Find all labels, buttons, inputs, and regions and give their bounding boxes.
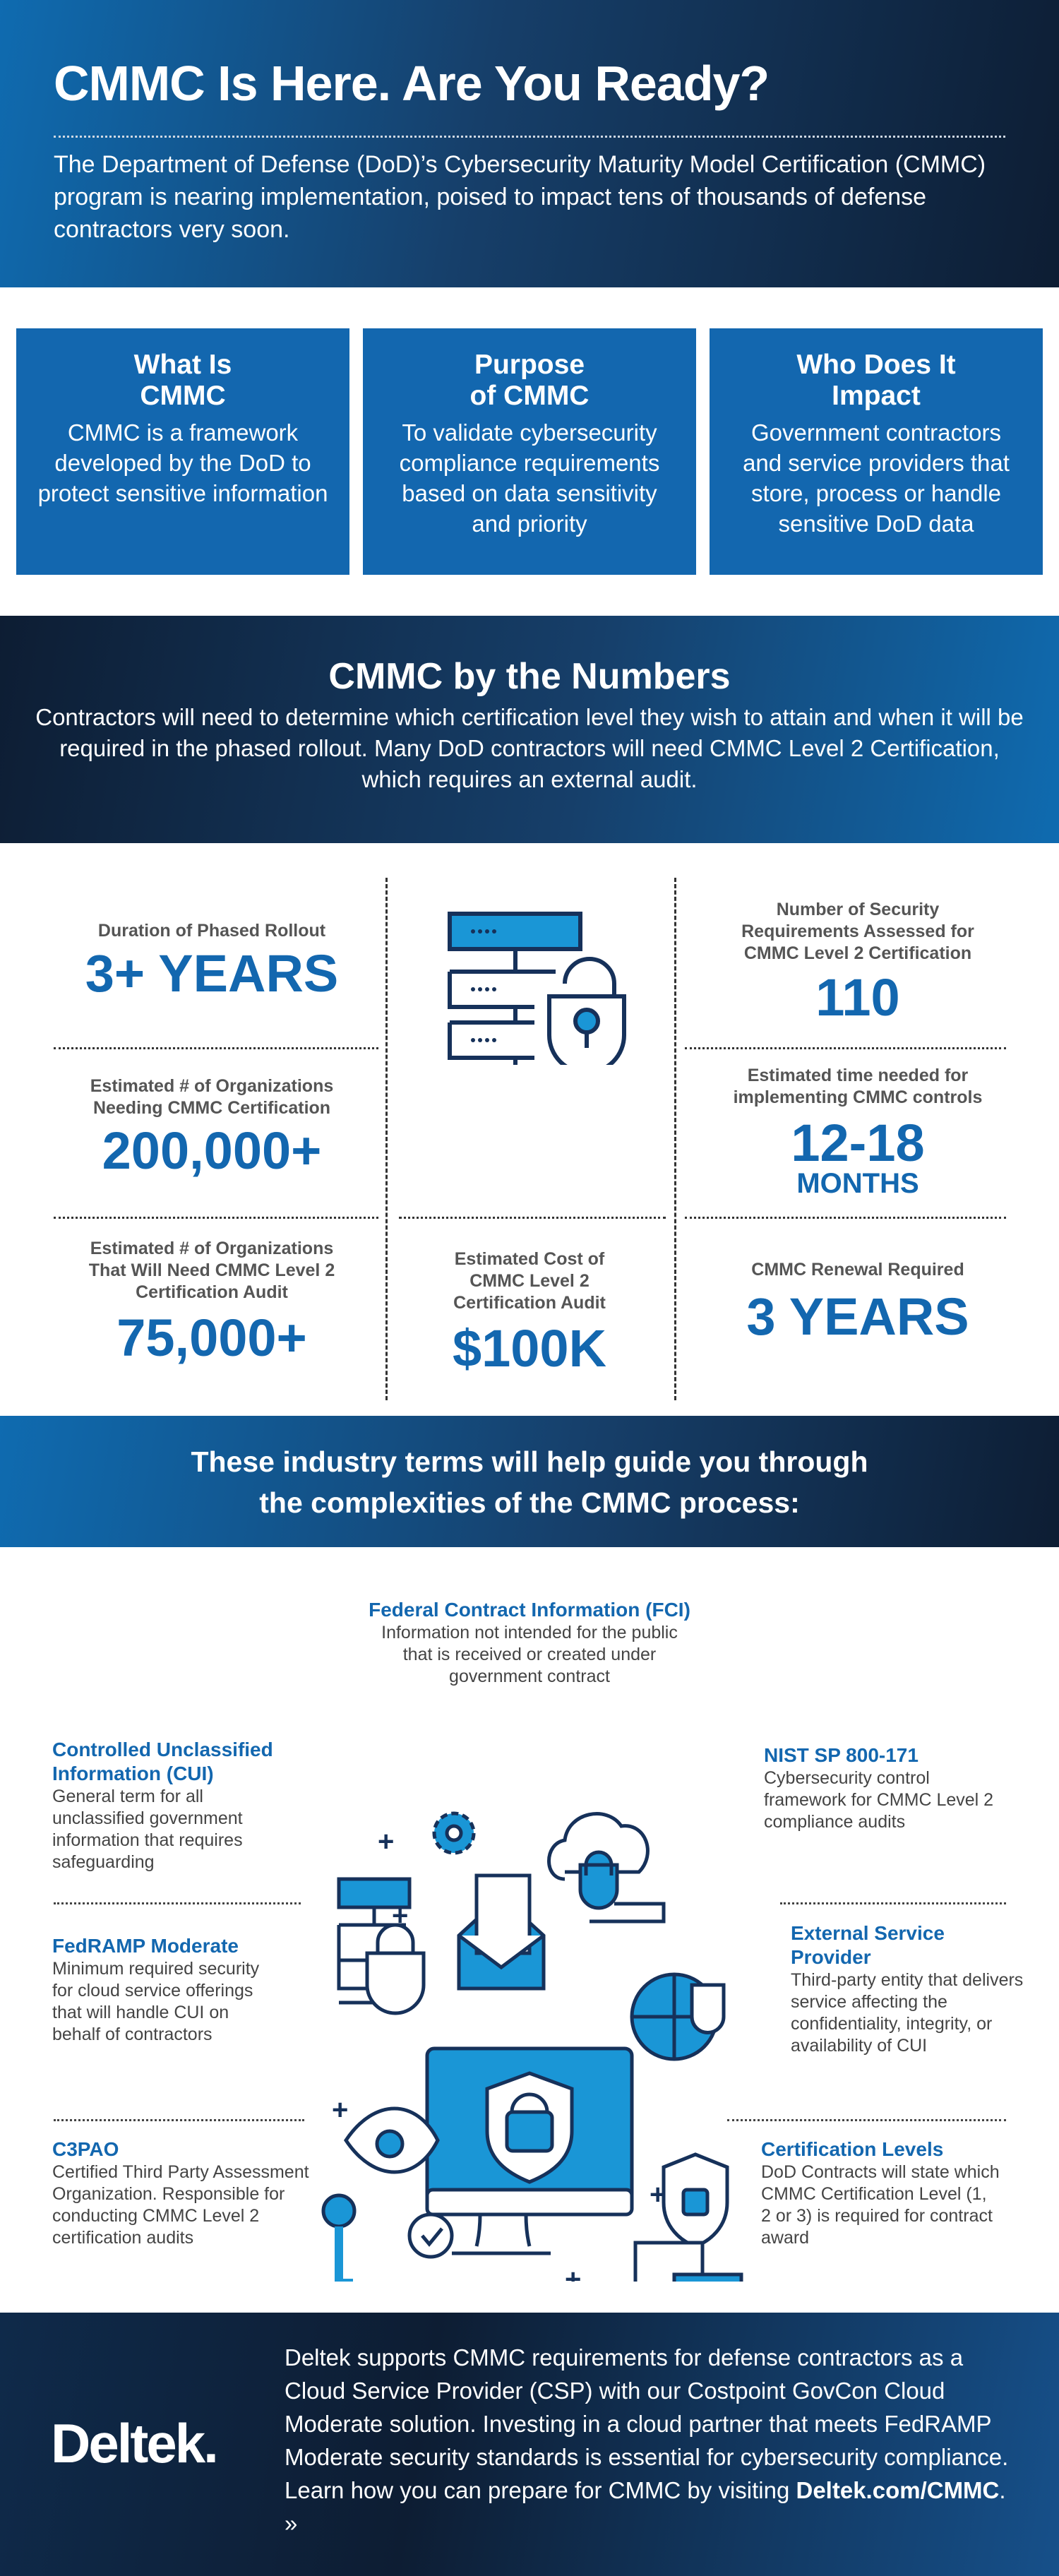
- svg-text:+: +: [392, 1900, 408, 1931]
- term-text: Information not intended for the public …: [381, 1623, 678, 1686]
- divider: [54, 1217, 378, 1219]
- numbers-title: CMMC by the Numbers: [328, 656, 731, 697]
- cmmc-link[interactable]: Deltek.com/CMMC: [796, 2477, 1000, 2503]
- divider: [54, 2119, 304, 2121]
- term-text: Minimum required security for cloud serv…: [52, 1959, 260, 2044]
- divider: [685, 1217, 1006, 1219]
- term-text: Certified Third Party Assessment Organiz…: [52, 2162, 309, 2248]
- divider: [54, 1047, 378, 1049]
- stat-renewal: CMMC Renewal Required 3 YEARS: [702, 1259, 1013, 1343]
- terms-intro: These industry terms will help guide you…: [191, 1445, 868, 1519]
- stat-label: Estimated # of Organizations Needing CMM…: [90, 1076, 334, 1118]
- stats-grid: Duration of Phased Rollout 3+ YEARS Estim…: [0, 842, 1059, 1414]
- stat-audit-cost: Estimated Cost of CMMC Level 2 Certifica…: [374, 1248, 685, 1375]
- stat-value: 3 YEARS: [746, 1287, 969, 1346]
- svg-text:+: +: [378, 1826, 394, 1857]
- term-title: C3PAO: [52, 2138, 119, 2160]
- numbers-intro: Contractors will need to determine which…: [35, 704, 1024, 792]
- card-text: Government contractors and service provi…: [743, 419, 1010, 537]
- term-nist: NIST SP 800-171 Cybersecurity control fra…: [764, 1743, 1004, 1833]
- hero-section: CMMC Is Here. Are You Ready? The Departm…: [0, 0, 1059, 287]
- term-cui: Controlled Unclassified Information (CUI…: [52, 1738, 292, 1873]
- stat-label: Estimated Cost of CMMC Level 2 Certifica…: [453, 1249, 606, 1313]
- divider: [685, 1047, 1006, 1049]
- term-title: Certification Levels: [761, 2138, 944, 2160]
- svg-text:+: +: [565, 2264, 581, 2282]
- security-illustration-icon: + + + + +: [321, 1811, 743, 2282]
- svg-text:+: +: [332, 2094, 348, 2125]
- hero-intro: The Department of Defense (DoD)’s Cybers…: [54, 151, 986, 243]
- divider: [54, 136, 1005, 138]
- stat-value: $100K: [452, 1319, 607, 1378]
- svg-text:+: +: [650, 2179, 666, 2210]
- stat-label: Number of Security Requirements Assessed…: [741, 900, 974, 963]
- footer-body: Deltek supports CMMC requirements for de…: [285, 2344, 1009, 2503]
- card-title: What Is CMMC: [133, 350, 232, 411]
- stat-value: 200,000+: [102, 1121, 322, 1180]
- term-title: External Service Provider: [791, 1922, 945, 1968]
- term-title: Controlled Unclassified Information (CUI…: [52, 1739, 273, 1784]
- footer: Deltek. Deltek supports CMMC requirement…: [0, 2313, 1059, 2576]
- info-cards: What Is CMMC CMMC is a framework develope…: [0, 328, 1059, 576]
- term-title: Federal Contract Information (FCI): [369, 1599, 690, 1621]
- term-esp: External Service Provider Third-party ent…: [791, 1921, 1024, 2057]
- term-title: NIST SP 800-171: [764, 1744, 919, 1766]
- terms-section: Federal Contract Information (FCI) Inform…: [0, 1547, 1059, 2313]
- stat-label: Estimated time needed for implementing C…: [733, 1066, 983, 1107]
- card-title: Purpose of CMMC: [469, 350, 590, 411]
- stat-value: 75,000+: [116, 1308, 307, 1367]
- term-fedramp: FedRAMP Moderate Minimum required securit…: [52, 1934, 264, 2046]
- term-fci: Federal Contract Information (FCI) Inform…: [353, 1598, 706, 1688]
- stat-requirements: Number of Security Requirements Assessed…: [702, 899, 1013, 1024]
- card-title: Who Does It Impact: [796, 350, 956, 411]
- stat-label: CMMC Renewal Required: [751, 1260, 964, 1280]
- card-what-is-cmmc: What Is CMMC CMMC is a framework develope…: [16, 328, 349, 575]
- stat-rollout: Duration of Phased Rollout 3+ YEARS: [56, 920, 367, 1000]
- stat-level2-orgs: Estimated # of Organizations That Will N…: [56, 1238, 367, 1364]
- footer-text: Deltek supports CMMC requirements for de…: [285, 2341, 1019, 2540]
- server-lock-icon: [448, 912, 626, 1065]
- footer-suffix: . »: [285, 2477, 1006, 2536]
- terms-banner: These industry terms will help guide you…: [0, 1416, 1059, 1547]
- divider: [780, 1902, 1006, 1904]
- stat-value: 3+ YEARS: [85, 944, 339, 1003]
- term-title: FedRAMP Moderate: [52, 1935, 239, 1957]
- divider: [399, 1217, 666, 1219]
- term-text: DoD Contracts will state which CMMC Cert…: [761, 2162, 1000, 2248]
- divider: [727, 2119, 1006, 2121]
- term-cert-levels: Certification Levels DoD Contracts will s…: [761, 2137, 1001, 2249]
- stat-value: 110: [815, 968, 900, 1027]
- numbers-banner: CMMC by the Numbers Contractors will nee…: [0, 616, 1059, 843]
- card-who-impacted: Who Does It Impact Government contractors…: [710, 328, 1043, 575]
- divider: [674, 878, 676, 1400]
- page-title: CMMC Is Here. Are You Ready?: [54, 56, 770, 111]
- deltek-logo: Deltek.: [51, 2412, 219, 2474]
- divider: [385, 878, 388, 1400]
- stat-value: 12-18: [791, 1114, 925, 1172]
- stat-organizations: Estimated # of Organizations Needing CMM…: [56, 1075, 367, 1177]
- term-c3pao: C3PAO Certified Third Party Assessment Or…: [52, 2137, 349, 2249]
- divider: [54, 1902, 301, 1904]
- card-text: To validate cybersecurity compliance req…: [399, 419, 660, 537]
- term-text: Cybersecurity control framework for CMMC…: [764, 1768, 994, 1832]
- term-text: Third-party entity that delivers service…: [791, 1970, 1024, 2056]
- card-text: CMMC is a framework developed by the DoD…: [37, 419, 328, 506]
- card-purpose: Purpose of CMMC To validate cybersecurity…: [363, 328, 696, 575]
- stat-label: Duration of Phased Rollout: [97, 921, 326, 941]
- stat-unit: MONTHS: [796, 1168, 919, 1199]
- stat-implementation-time: Estimated time needed for implementing C…: [702, 1065, 1013, 1198]
- stat-label: Estimated # of Organizations That Will N…: [88, 1239, 335, 1302]
- term-text: General term for all unclassified govern…: [52, 1787, 243, 1872]
